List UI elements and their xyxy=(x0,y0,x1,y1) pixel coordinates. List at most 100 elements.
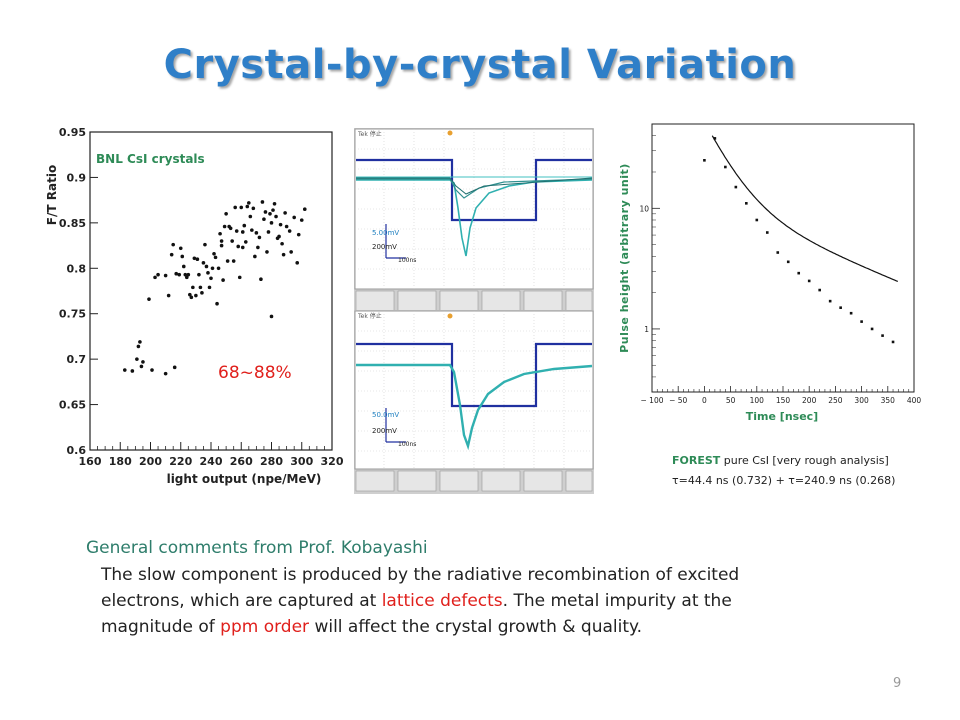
comments-line-2-text-b: . The metal impurity at the xyxy=(502,591,732,611)
comments-line-3-text-a: magnitude of xyxy=(101,617,221,637)
decay-x-tick-label: 400 xyxy=(907,396,922,405)
scope-screenshot-top: Tek 停止 5.00mV 200mV 100ns xyxy=(354,128,594,314)
scatter-y-tick-label: 0.65 xyxy=(59,399,86,412)
scatter-point xyxy=(210,266,215,271)
forest-fit-annotation: FOREST pure CsI [very rough analysis] τ=… xyxy=(672,451,895,491)
ft-ratio-scatter-chart: 160 180 200 220 240 260 280 300 320 0.6 0.65 0.7 0.7… xyxy=(44,120,344,492)
decay-x-tick-label: 150 xyxy=(776,396,791,405)
scatter-point xyxy=(215,301,219,306)
scatter-point xyxy=(163,371,168,376)
scatter-point xyxy=(283,211,287,215)
scatter-x-tick-label: 160 xyxy=(79,455,102,468)
scatter-point xyxy=(195,257,200,261)
slide-title: Crystal-by-crystal Variation xyxy=(163,42,797,88)
comments-heading: General comments from Prof. Kobayashi xyxy=(86,538,428,558)
decay-x-tick-label: 100 xyxy=(750,396,765,405)
scope-bottom-time-label: 100ns xyxy=(398,441,416,448)
scatter-point xyxy=(247,201,251,205)
comments-line-3-text-b: will affect the crystal growth & quality… xyxy=(309,617,643,637)
decay-data-point xyxy=(797,271,801,275)
scatter-point xyxy=(292,215,296,220)
decay-data-point xyxy=(818,288,821,292)
scatter-point xyxy=(169,252,174,257)
range-annotation: 68~88% xyxy=(218,363,292,383)
decay-y-tick-label: 1 xyxy=(644,325,649,334)
scatter-point xyxy=(240,245,245,250)
scatter-point xyxy=(135,357,139,361)
scatter-point xyxy=(266,230,271,234)
scatter-point xyxy=(256,245,260,250)
scatter-point xyxy=(189,295,194,300)
scatter-point xyxy=(139,364,144,369)
scope-top-time-label: 100ns xyxy=(398,257,416,264)
svg-text:Tek 停止: Tek 停止 xyxy=(357,312,382,320)
scatter-point xyxy=(272,201,277,206)
scatter-y-tick-label: 0.8 xyxy=(67,262,87,275)
scatter-x-tick-label: 280 xyxy=(260,455,283,468)
scatter-point xyxy=(207,285,212,290)
decay-data-point xyxy=(724,165,727,169)
scatter-point xyxy=(289,250,293,254)
pulse-decay-chart: − 100 − 50 0 50 100 150 200 250 300 350 400 1 10 Pul… xyxy=(612,118,930,430)
scatter-point xyxy=(274,214,278,219)
scatter-point xyxy=(230,239,234,243)
scatter-point xyxy=(231,259,236,263)
scatter-point xyxy=(153,275,157,280)
scatter-point xyxy=(284,224,289,229)
scatter-point xyxy=(242,223,247,228)
scatter-point xyxy=(224,211,228,216)
decay-x-tick-label: 350 xyxy=(881,396,896,405)
scatter-point xyxy=(180,254,185,259)
scatter-point xyxy=(201,261,206,265)
comments-line-2-text-a: electrons, which are captured at xyxy=(101,591,382,611)
scatter-point xyxy=(257,235,262,240)
decay-x-tick-label: 200 xyxy=(802,396,817,405)
decay-data-point xyxy=(860,320,863,323)
scatter-point xyxy=(212,251,216,256)
decay-data-point xyxy=(713,137,717,140)
decay-data-point xyxy=(849,311,853,315)
scatter-point xyxy=(228,226,233,231)
scatter-point xyxy=(216,266,221,271)
scatter-point xyxy=(287,229,292,233)
scatter-point xyxy=(213,255,218,260)
scatter-background xyxy=(44,120,344,492)
comments-section: General comments from Prof. Kobayashi Th… xyxy=(86,538,906,640)
scatter-crystal-label: BNL CsI crystals xyxy=(96,152,205,166)
scatter-point xyxy=(178,246,183,251)
scatter-point xyxy=(234,229,239,233)
scatter-point xyxy=(138,340,142,344)
scatter-point xyxy=(269,221,274,225)
decay-fit-curve xyxy=(711,135,899,282)
scope-bottom-volt-label: 50.0mV xyxy=(372,411,399,419)
scatter-point xyxy=(281,252,286,257)
scatter-point xyxy=(206,271,210,275)
decay-y-axis-label: Pulse height (arbitrary unit) xyxy=(618,163,631,353)
scatter-point xyxy=(136,344,141,349)
scatter-point xyxy=(253,254,257,259)
scatter-point xyxy=(172,365,177,370)
decay-data-point xyxy=(786,260,790,264)
scatter-point xyxy=(250,228,254,232)
scatter-x-tick-label: 300 xyxy=(290,455,313,468)
scatter-point xyxy=(198,285,203,290)
decay-data-point xyxy=(776,251,780,254)
decay-data-point xyxy=(807,279,811,283)
scatter-point xyxy=(130,369,135,373)
scatter-y-tick-label: 0.85 xyxy=(59,217,86,230)
scatter-x-tick-label: 320 xyxy=(321,455,344,468)
scatter-point xyxy=(260,200,265,204)
scatter-point xyxy=(219,239,224,243)
scatter-point xyxy=(225,259,230,263)
scatter-point xyxy=(204,264,209,269)
comments-line-1: The slow component is produced by the ra… xyxy=(101,565,740,585)
svg-text:Tek 停止: Tek 停止 xyxy=(357,130,382,138)
scatter-point xyxy=(268,211,272,216)
decay-x-axis-label: Time [nsec] xyxy=(746,410,818,423)
scatter-point xyxy=(271,208,275,212)
scatter-point xyxy=(299,218,304,222)
scatter-point xyxy=(177,272,182,277)
scatter-point xyxy=(181,264,186,269)
decay-y-tick-label: 10 xyxy=(639,204,649,213)
scatter-point xyxy=(218,231,222,236)
